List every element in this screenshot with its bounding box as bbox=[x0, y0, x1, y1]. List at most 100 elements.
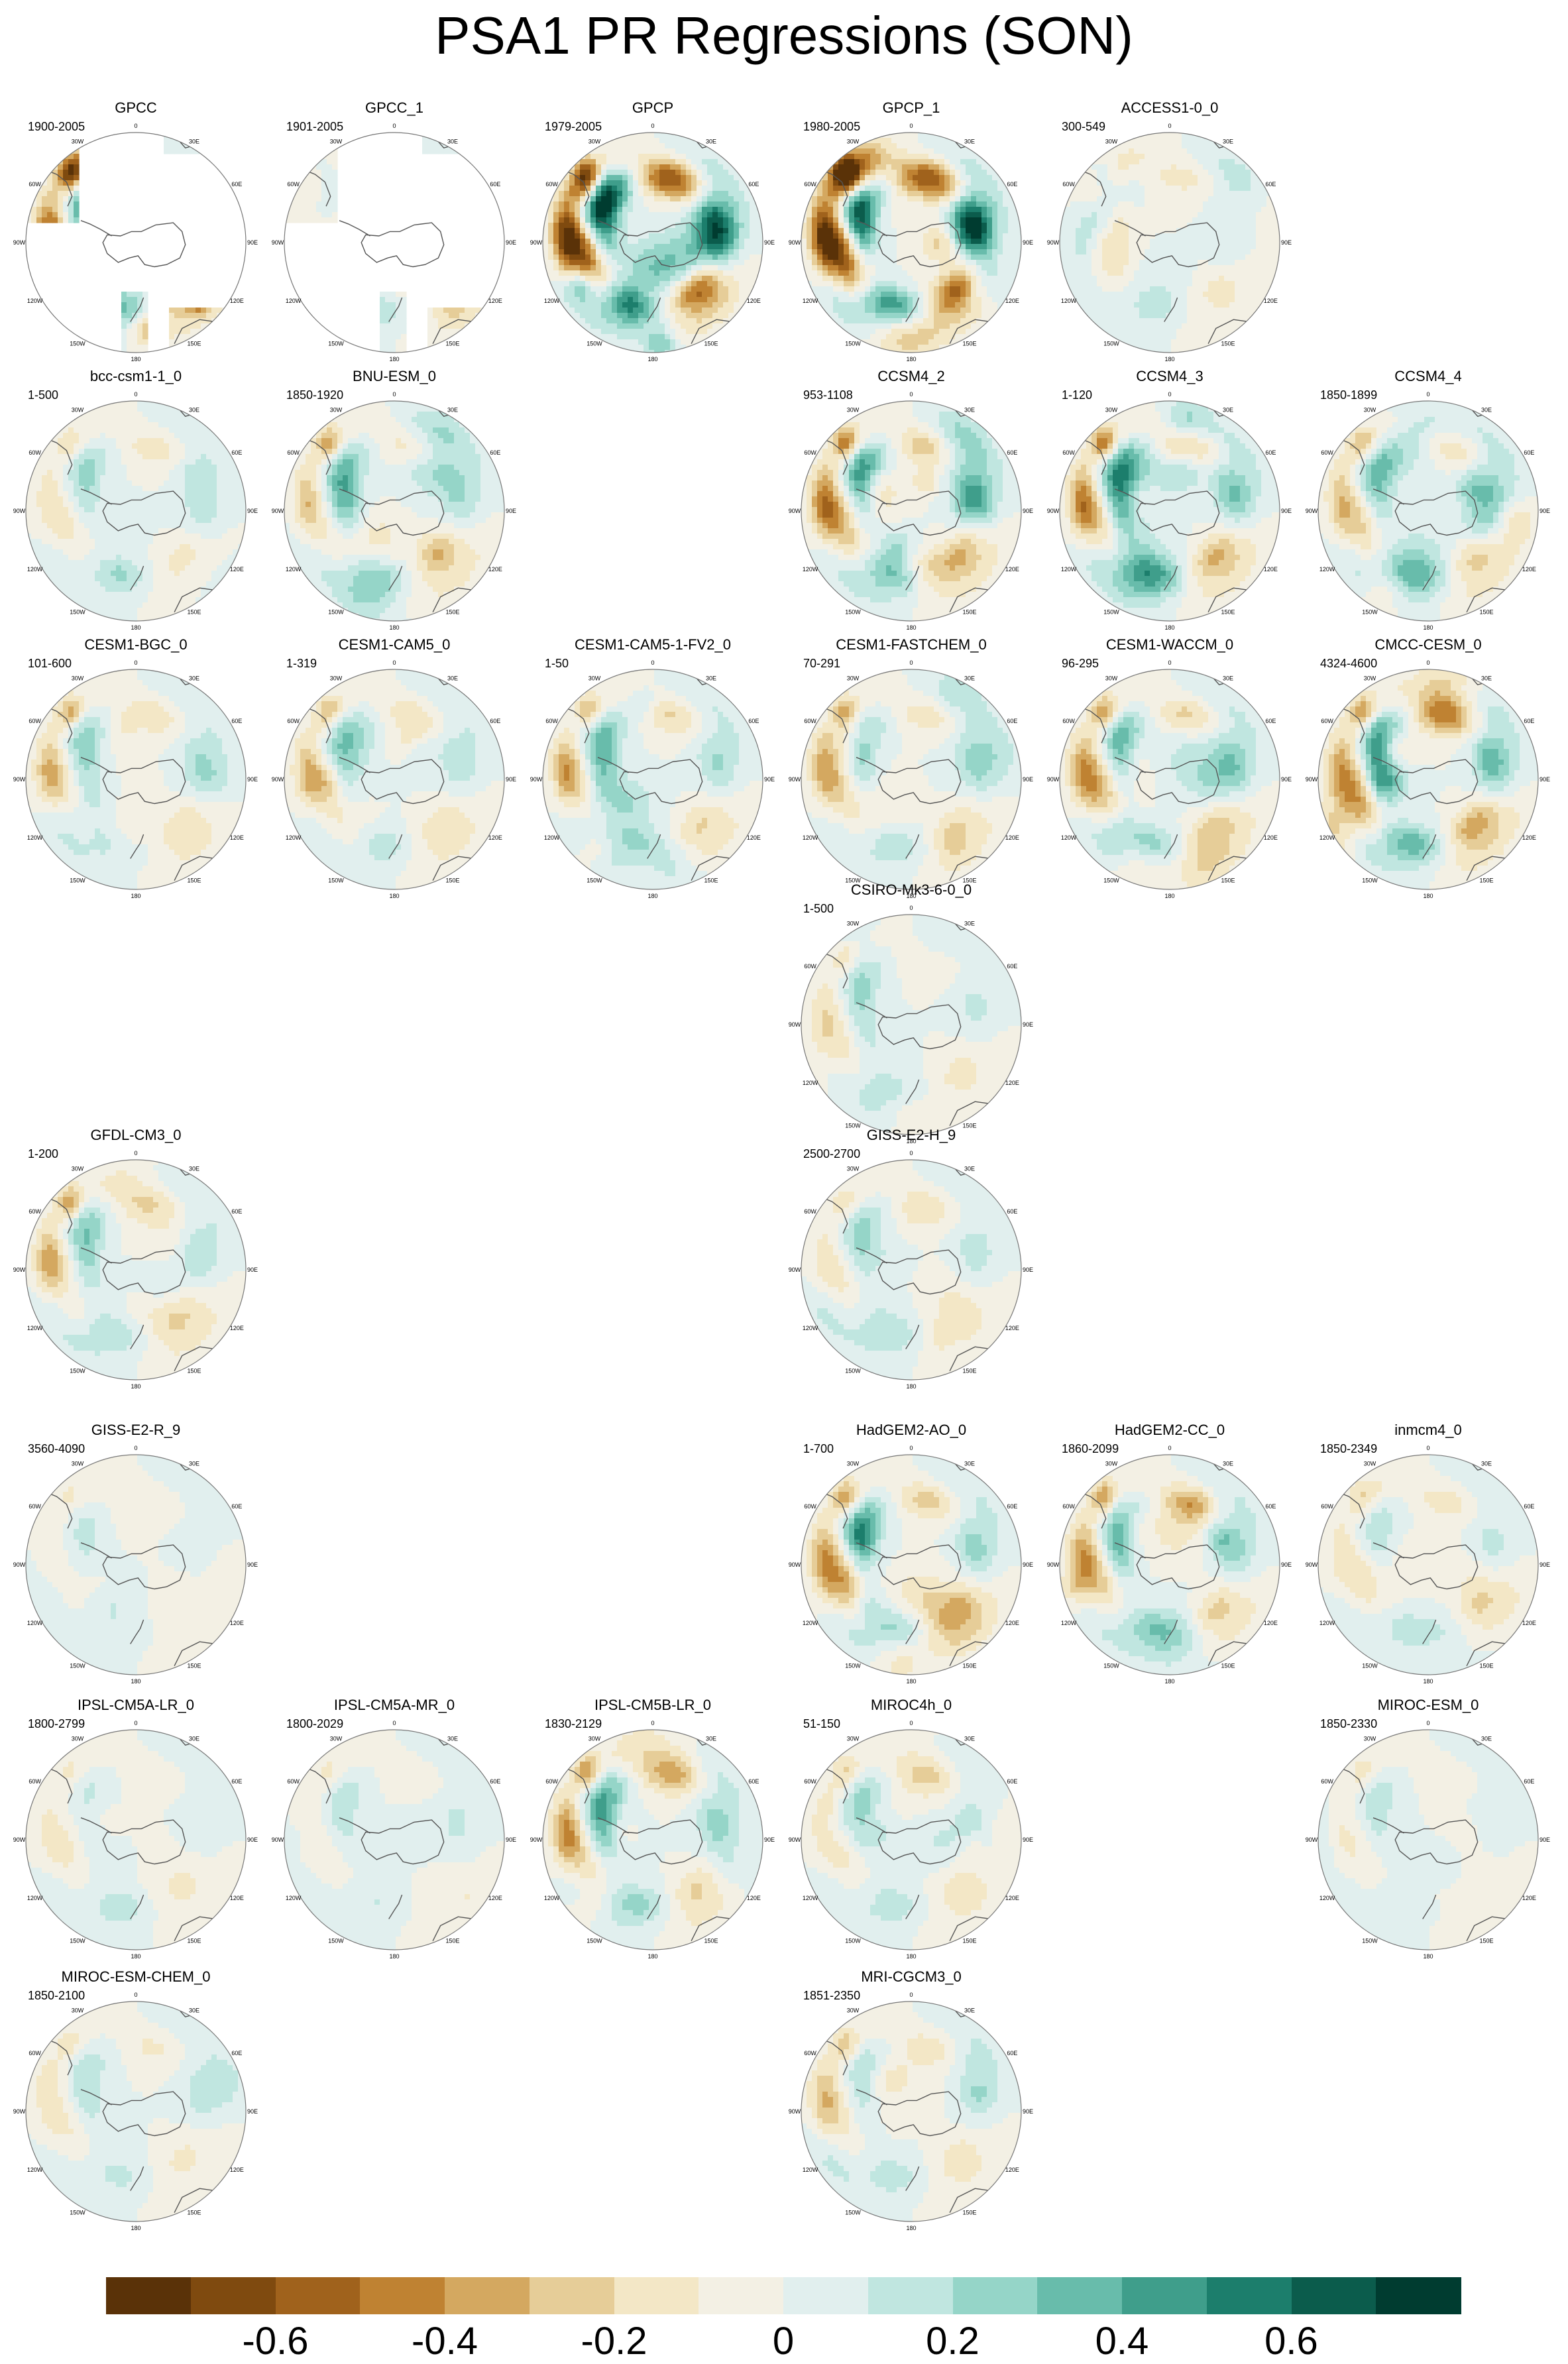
panel-title: GISS-E2-R_9 bbox=[7, 1422, 265, 1439]
meridian-label: 180 bbox=[1423, 1678, 1433, 1685]
meridian-label: 120E bbox=[1264, 1620, 1278, 1626]
polar-stereographic-map: 0 30E 60E 90E 120E 150E 180 150W 120W 90W 60W 30W bbox=[272, 1720, 516, 1960]
regression-field bbox=[26, 1160, 246, 1380]
meridian-label: 90W bbox=[789, 776, 801, 783]
map-panel: HadGEM2-AO_0 1-700 0 30E 60E 90E 120E 150E 180 15… bbox=[782, 1422, 1040, 1687]
meridian-label: 90W bbox=[789, 1836, 801, 1843]
meridian-label: 60E bbox=[1007, 718, 1017, 724]
meridian-label: 150W bbox=[845, 1367, 861, 1374]
map-panel: BNU-ESM_0 1850-1920 0 30E 60E 90E 120E 150E 180 1… bbox=[265, 368, 524, 633]
meridian-label: 120E bbox=[1005, 566, 1019, 573]
colorbar-segment bbox=[1291, 2277, 1376, 2314]
meridian-label: 60W bbox=[28, 181, 41, 188]
colorbar-segment bbox=[699, 2277, 784, 2314]
meridian-label: 120W bbox=[1061, 298, 1077, 304]
meridian-label: 0 bbox=[1426, 1445, 1429, 1451]
regression-field bbox=[1318, 1730, 1538, 1950]
panel-years: 1850-2330 bbox=[1320, 1717, 1377, 1731]
map-panel: GPCC 1900-2005 0 30E 60E 90E 120E 150E 180 150W 12… bbox=[7, 99, 265, 365]
polar-stereographic-map: 0 30E 60E 90E 120E 150E 180 150W 120W 90W 60W 30W bbox=[13, 1445, 258, 1685]
polar-stereographic-map: 0 30E 60E 90E 120E 150E 180 150W 120W 90W 60W 30W bbox=[530, 1720, 775, 1960]
meridian-label: 60E bbox=[1007, 181, 1017, 188]
panel-title: GFDL-CM3_0 bbox=[7, 1127, 265, 1144]
panel-years: 1901-2005 bbox=[286, 119, 343, 134]
map-panel: CSIRO-Mk3-6-0_0 1-500 0 30E 60E 90E 120E 150E 18… bbox=[782, 881, 1040, 1147]
map-panel: CESM1-CAM5-1-FV2_0 1-50 0 30E 60E 90E 120E 150E… bbox=[524, 636, 782, 901]
polar-stereographic-map: 0 30E 60E 90E 120E 150E 180 150W 120W 90W 60W 30W bbox=[1306, 1445, 1550, 1685]
meridian-label: 0 bbox=[134, 391, 137, 398]
meridian-label: 180 bbox=[1423, 893, 1433, 899]
colorbar-tick-label: 0.2 bbox=[900, 2320, 1006, 2363]
meridian-label: 150W bbox=[587, 340, 602, 347]
meridian-label: 60E bbox=[1524, 449, 1534, 456]
regression-field bbox=[1318, 669, 1538, 889]
meridian-label: 120W bbox=[803, 566, 818, 573]
meridian-label: 30W bbox=[72, 139, 84, 145]
meridian-label: 90E bbox=[1023, 2108, 1033, 2115]
meridian-label: 30W bbox=[72, 1736, 84, 1742]
meridian-label: 150W bbox=[70, 340, 85, 347]
meridian-label: 60E bbox=[748, 1778, 759, 1785]
meridian-label: 60W bbox=[804, 1778, 816, 1785]
meridian-label: 30E bbox=[706, 1736, 716, 1742]
meridian-label: 150E bbox=[1479, 1662, 1493, 1669]
meridian-label: 150E bbox=[445, 340, 459, 347]
meridian-label: 0 bbox=[392, 123, 396, 129]
meridian-label: 150W bbox=[328, 340, 344, 347]
meridian-label: 60W bbox=[28, 718, 41, 724]
polar-stereographic-map: 0 30E 60E 90E 120E 150E 180 150W 120W 90W 60W 30W bbox=[530, 123, 775, 363]
regression-field bbox=[26, 669, 246, 889]
meridian-label: 120W bbox=[1319, 1895, 1335, 1901]
meridian-label: 30E bbox=[964, 675, 975, 682]
meridian-label: 30W bbox=[1105, 1461, 1118, 1467]
meridian-label: 0 bbox=[909, 123, 913, 129]
meridian-label: 30E bbox=[964, 139, 975, 145]
meridian-label: 60E bbox=[1007, 1208, 1017, 1215]
meridian-label: 0 bbox=[651, 1720, 654, 1726]
meridian-label: 120W bbox=[803, 1895, 818, 1901]
meridian-label: 90E bbox=[247, 1266, 258, 1273]
meridian-label: 120W bbox=[1319, 566, 1335, 573]
panel-years: 1850-1920 bbox=[286, 388, 343, 402]
meridian-label: 90W bbox=[1306, 508, 1318, 514]
map-panel: GFDL-CM3_0 1-200 0 30E 60E 90E 120E 150E 180 150W… bbox=[7, 1127, 265, 1392]
meridian-label: 60W bbox=[287, 449, 300, 456]
panel-title: CESM1-CAM5-1-FV2_0 bbox=[524, 636, 782, 653]
meridian-label: 120W bbox=[286, 298, 302, 304]
meridian-label: 120W bbox=[803, 834, 818, 841]
meridian-label: 90E bbox=[247, 776, 258, 783]
meridian-label: 60E bbox=[1265, 718, 1276, 724]
meridian-label: 30W bbox=[847, 1461, 860, 1467]
figure-title: PSA1 PR Regressions (SON) bbox=[0, 3, 1568, 69]
map-panel: CESM1-BGC_0 101-600 0 30E 60E 90E 120E 150E 180 1… bbox=[7, 636, 265, 901]
meridian-label: 30E bbox=[1481, 675, 1492, 682]
regression-field bbox=[1060, 133, 1280, 353]
meridian-label: 0 bbox=[134, 659, 137, 666]
polar-stereographic-map: 0 30E 60E 90E 120E 150E 180 150W 120W 90W 60W 30W bbox=[272, 391, 516, 631]
meridian-label: 120E bbox=[1264, 298, 1278, 304]
meridian-label: 30W bbox=[847, 407, 860, 414]
meridian-label: 180 bbox=[1164, 893, 1174, 899]
regression-field bbox=[1318, 1455, 1538, 1675]
meridian-label: 180 bbox=[906, 356, 916, 363]
meridian-label: 60E bbox=[1007, 449, 1017, 456]
meridian-label: 60E bbox=[1007, 963, 1017, 970]
polar-stereographic-map: 0 30E 60E 90E 120E 150E 180 150W 120W 90W 60W 30W bbox=[530, 659, 775, 899]
meridian-label: 150E bbox=[445, 1937, 459, 1944]
panel-years: 1850-1899 bbox=[1320, 388, 1377, 402]
meridian-label: 30E bbox=[447, 139, 458, 145]
meridian-label: 150E bbox=[187, 608, 201, 615]
meridian-label: 150E bbox=[445, 608, 459, 615]
panel-years: 96-295 bbox=[1062, 656, 1099, 671]
meridian-label: 150W bbox=[1362, 1662, 1378, 1669]
meridian-label: 180 bbox=[131, 1953, 140, 1960]
meridian-label: 0 bbox=[909, 1720, 913, 1726]
meridian-label: 150E bbox=[962, 340, 976, 347]
meridian-label: 90W bbox=[1306, 776, 1318, 783]
meridian-label: 30E bbox=[964, 1461, 975, 1467]
meridian-label: 150W bbox=[845, 1122, 861, 1129]
meridian-label: 120E bbox=[230, 1895, 244, 1901]
meridian-label: 60E bbox=[1265, 1503, 1276, 1510]
regression-field bbox=[26, 401, 246, 621]
polar-stereographic-map: 0 30E 60E 90E 120E 150E 180 150W 120W 90W 60W 30W bbox=[13, 1720, 258, 1960]
